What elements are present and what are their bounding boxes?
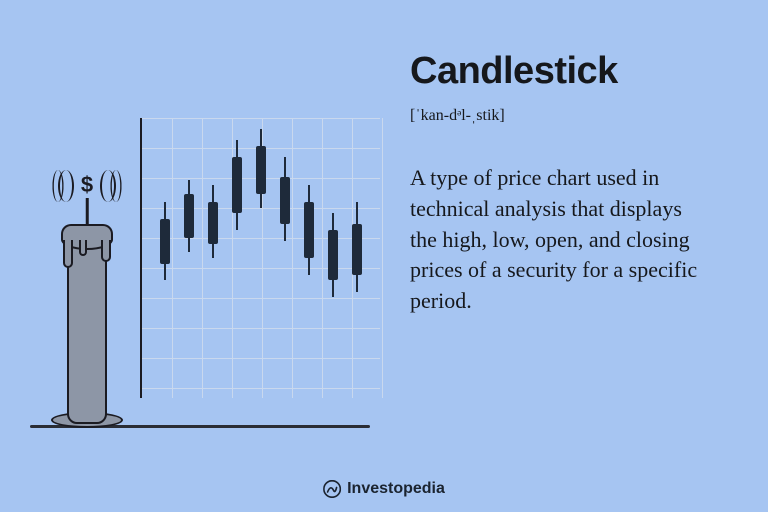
candlestick	[352, 118, 362, 398]
candlestick	[160, 118, 170, 398]
candlestick	[328, 118, 338, 398]
wax-drip	[79, 240, 87, 256]
candle-body	[67, 224, 107, 424]
candlestick	[280, 118, 290, 398]
definition-text: A type of price chart used in technical …	[410, 163, 710, 317]
candle-illustration: $	[48, 124, 126, 424]
candlestick	[184, 118, 194, 398]
wax-drip	[101, 240, 111, 262]
brand-footer: Investopedia	[323, 480, 445, 498]
term-title: Candlestick	[410, 50, 738, 93]
brand-name: Investopedia	[347, 480, 445, 498]
illustration-panel: $	[0, 0, 380, 512]
candle-wick	[86, 198, 89, 224]
candlestick	[304, 118, 314, 398]
dollar-flame-icon: $	[81, 172, 93, 198]
flame-wave-icon	[110, 170, 121, 202]
candlestick	[208, 118, 218, 398]
candlestick	[256, 118, 266, 398]
text-panel: Candlestick [ˈkan-dᵊl-ˌstik] A type of p…	[380, 0, 768, 512]
pronunciation: [ˈkan-dᵊl-ˌstik]	[410, 107, 738, 125]
investopedia-logo-icon	[323, 480, 341, 498]
candlestick-chart	[140, 118, 380, 398]
infographic-canvas: $ Candlestick [ˈkan-dᵊl-ˌstik] A type of…	[0, 0, 768, 512]
flame-wave-icon	[52, 170, 63, 202]
wax-drip	[63, 240, 73, 268]
candlestick	[232, 118, 242, 398]
